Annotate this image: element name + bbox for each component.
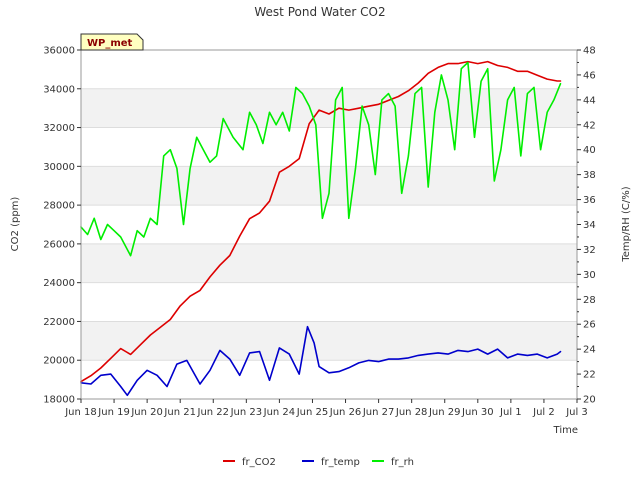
grid-band bbox=[81, 88, 577, 128]
station-badge-label: WP_met bbox=[87, 38, 133, 49]
x-axis: Jun 18 Jun 19 Jun 20 Jun 21 Jun 22 Jun 23 Jun … bbox=[64, 399, 588, 418]
x-tick-label: Jun 18 bbox=[64, 407, 97, 418]
right-axis: 20 22 24 26 28 30 32 34 36 38 40 42 44 46 48 bbox=[577, 46, 596, 406]
x-tick-label: Jul 1 bbox=[499, 407, 522, 418]
right-tick-label: 44 bbox=[583, 95, 596, 106]
x-tick-label: Jun 26 bbox=[329, 407, 362, 418]
right-tick-label: 38 bbox=[583, 170, 596, 181]
series-line-fr_temp bbox=[80, 325, 562, 397]
chart-title: West Pond Water CO2 bbox=[254, 5, 385, 19]
grid-band bbox=[81, 282, 577, 322]
x-tick-label: Jun 20 bbox=[130, 407, 163, 418]
y-axis-label-right: Temp/RH (C/%) bbox=[621, 186, 632, 262]
grid-band bbox=[81, 243, 577, 283]
right-tick-label: 20 bbox=[583, 395, 596, 406]
x-tick-label: Jun 29 bbox=[428, 407, 461, 418]
left-axis: 18000 20000 22000 24000 26000 28000 30000 32000… bbox=[43, 46, 81, 406]
series-line-fr_CO2 bbox=[80, 60, 562, 383]
series-line-fr_rh bbox=[80, 61, 562, 257]
x-tick-label: Jul 2 bbox=[532, 407, 555, 418]
grid-band bbox=[81, 360, 577, 399]
y-axis-label-left: CO2 (ppm) bbox=[10, 197, 21, 252]
left-tick-label: 26000 bbox=[43, 239, 75, 250]
left-tick-label: 24000 bbox=[43, 278, 75, 289]
left-tick-label: 28000 bbox=[43, 201, 75, 212]
x-tick-label: Jun 23 bbox=[230, 407, 263, 418]
right-tick-label: 34 bbox=[583, 220, 596, 231]
x-tick-label: Jun 30 bbox=[461, 407, 494, 418]
grid-band bbox=[81, 50, 577, 89]
left-tick-label: 36000 bbox=[43, 46, 75, 57]
x-tick-label: Jun 22 bbox=[197, 407, 230, 418]
left-tick-label: 34000 bbox=[43, 84, 75, 95]
x-tick-label: Jul 3 bbox=[565, 407, 588, 418]
right-tick-label: 26 bbox=[583, 320, 596, 331]
right-tick-label: 48 bbox=[583, 46, 596, 57]
series-layer bbox=[80, 60, 562, 397]
right-tick-label: 36 bbox=[583, 195, 596, 206]
x-axis-label: Time bbox=[553, 425, 578, 436]
legend: fr_CO2 fr_temp fr_rh bbox=[223, 457, 414, 468]
legend-label-fr_rh: fr_rh bbox=[391, 457, 414, 468]
right-tick-label: 40 bbox=[583, 145, 596, 156]
x-tick-label: Jun 27 bbox=[362, 407, 395, 418]
grid-bands bbox=[81, 50, 577, 399]
legend-label-fr_CO2: fr_CO2 bbox=[242, 457, 276, 468]
station-badge: WP_met bbox=[80, 33, 144, 51]
left-tick-label: 20000 bbox=[43, 356, 75, 367]
legend-label-fr_temp: fr_temp bbox=[321, 457, 360, 468]
right-tick-label: 46 bbox=[583, 70, 596, 81]
right-tick-label: 30 bbox=[583, 270, 596, 281]
x-tick-label: Jun 25 bbox=[296, 407, 329, 418]
right-tick-label: 28 bbox=[583, 295, 596, 306]
left-tick-label: 22000 bbox=[43, 317, 75, 328]
right-tick-label: 24 bbox=[583, 345, 596, 356]
right-tick-label: 42 bbox=[583, 120, 596, 131]
left-tick-label: 30000 bbox=[43, 162, 75, 173]
x-tick-label: Jun 19 bbox=[97, 407, 130, 418]
x-tick-label: Jun 21 bbox=[163, 407, 196, 418]
x-tick-label: Jun 28 bbox=[395, 407, 428, 418]
x-tick-label: Jun 24 bbox=[263, 407, 296, 418]
grid-band bbox=[81, 205, 577, 244]
grid-band bbox=[81, 321, 577, 361]
left-tick-label: 32000 bbox=[43, 123, 75, 134]
right-tick-label: 32 bbox=[583, 245, 596, 256]
right-tick-label: 22 bbox=[583, 370, 596, 381]
left-tick-label: 18000 bbox=[43, 395, 75, 406]
